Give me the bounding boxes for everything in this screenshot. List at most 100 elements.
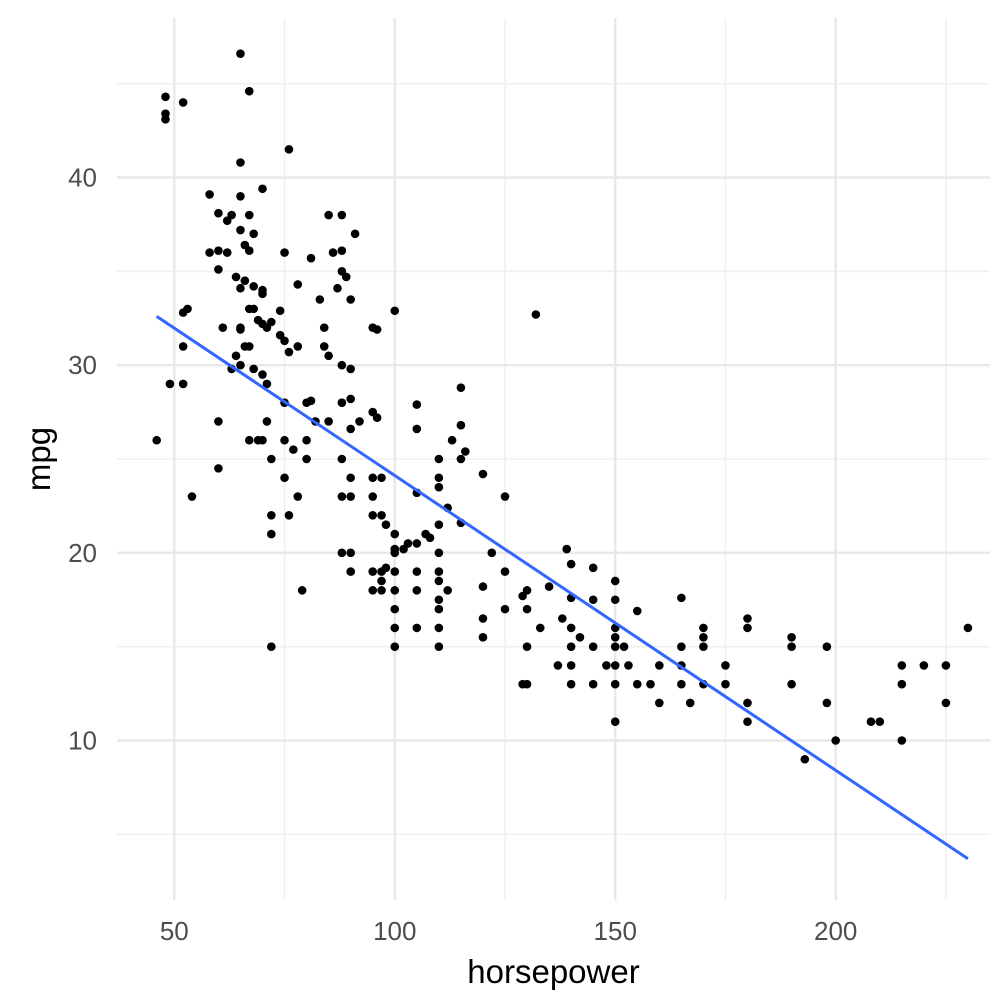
- data-point: [337, 454, 347, 464]
- data-point: [244, 435, 254, 445]
- data-point: [500, 567, 510, 576]
- data-point: [267, 529, 276, 539]
- data-point: [461, 447, 470, 456]
- data-point: [963, 623, 973, 633]
- data-point: [390, 623, 400, 633]
- data-point: [553, 661, 563, 670]
- data-point: [306, 253, 316, 263]
- data-point: [522, 586, 532, 595]
- data-point: [478, 582, 488, 591]
- data-point: [897, 736, 907, 745]
- data-point: [152, 435, 161, 445]
- data-point: [787, 632, 796, 642]
- y-tick-label: 10: [68, 725, 97, 755]
- data-point: [566, 559, 576, 569]
- data-point: [346, 295, 355, 304]
- data-point: [412, 567, 422, 576]
- data-point: [381, 520, 391, 529]
- data-point: [377, 473, 386, 483]
- data-point: [588, 679, 598, 689]
- minor-gridlines: [117, 18, 990, 900]
- data-point: [346, 364, 355, 374]
- data-point: [434, 548, 444, 558]
- data-point: [456, 383, 466, 392]
- data-point: [341, 272, 351, 282]
- x-axis-tick-labels: 50 100 150 200: [160, 916, 858, 946]
- data-point: [478, 614, 488, 623]
- x-axis-title: horsepower: [467, 953, 639, 990]
- data-point: [368, 473, 378, 483]
- data-point: [677, 593, 686, 603]
- data-point: [743, 698, 752, 708]
- data-point: [699, 632, 708, 642]
- data-point: [941, 661, 951, 670]
- data-point: [610, 661, 620, 670]
- data-point: [337, 398, 347, 408]
- data-point: [566, 623, 576, 633]
- data-point: [434, 567, 444, 576]
- x-tick-label: 150: [594, 916, 637, 946]
- data-point: [377, 586, 386, 595]
- data-point: [293, 342, 303, 351]
- data-point: [218, 323, 228, 332]
- data-point: [236, 191, 245, 201]
- data-point: [280, 435, 289, 445]
- x-tick-label: 100: [373, 916, 416, 946]
- data-point: [258, 184, 267, 194]
- data-points: [152, 49, 973, 764]
- data-point: [244, 86, 254, 96]
- data-point: [919, 661, 929, 670]
- data-point: [575, 632, 585, 642]
- data-point: [275, 306, 285, 316]
- y-axis-title: mpg: [20, 427, 57, 491]
- data-point: [187, 492, 197, 501]
- data-point: [412, 623, 422, 633]
- data-point: [632, 606, 642, 616]
- data-point: [610, 717, 620, 727]
- data-point: [500, 492, 510, 501]
- data-point: [699, 623, 708, 633]
- data-point: [646, 679, 655, 689]
- data-point: [368, 586, 378, 595]
- data-point: [178, 98, 188, 107]
- data-point: [293, 280, 303, 289]
- data-point: [897, 661, 907, 670]
- data-point: [787, 642, 796, 651]
- data-point: [390, 586, 400, 595]
- data-point: [434, 482, 444, 492]
- data-point: [456, 420, 466, 430]
- data-point: [390, 529, 400, 539]
- data-point: [443, 586, 452, 595]
- data-point: [302, 454, 311, 464]
- data-point: [161, 115, 170, 124]
- data-point: [434, 642, 444, 651]
- data-point: [240, 276, 250, 286]
- data-point: [558, 614, 567, 623]
- data-point: [324, 210, 333, 220]
- data-point: [236, 325, 245, 334]
- data-point: [624, 661, 633, 670]
- data-point: [368, 567, 378, 576]
- data-point: [267, 454, 276, 464]
- data-point: [280, 473, 289, 483]
- data-point: [333, 283, 342, 293]
- data-point: [743, 717, 752, 727]
- data-point: [822, 698, 832, 708]
- data-point: [610, 576, 620, 586]
- data-point: [262, 417, 272, 426]
- data-point: [249, 229, 258, 239]
- data-point: [535, 623, 545, 633]
- data-point: [289, 445, 298, 454]
- data-point: [434, 595, 444, 605]
- data-point: [244, 342, 254, 351]
- data-point: [368, 510, 378, 520]
- data-point: [566, 661, 576, 670]
- data-point: [500, 604, 510, 614]
- data-point: [531, 310, 541, 319]
- data-point: [346, 394, 355, 404]
- data-point: [267, 642, 276, 651]
- data-point: [434, 623, 444, 633]
- data-point: [236, 283, 245, 293]
- data-point: [478, 469, 488, 479]
